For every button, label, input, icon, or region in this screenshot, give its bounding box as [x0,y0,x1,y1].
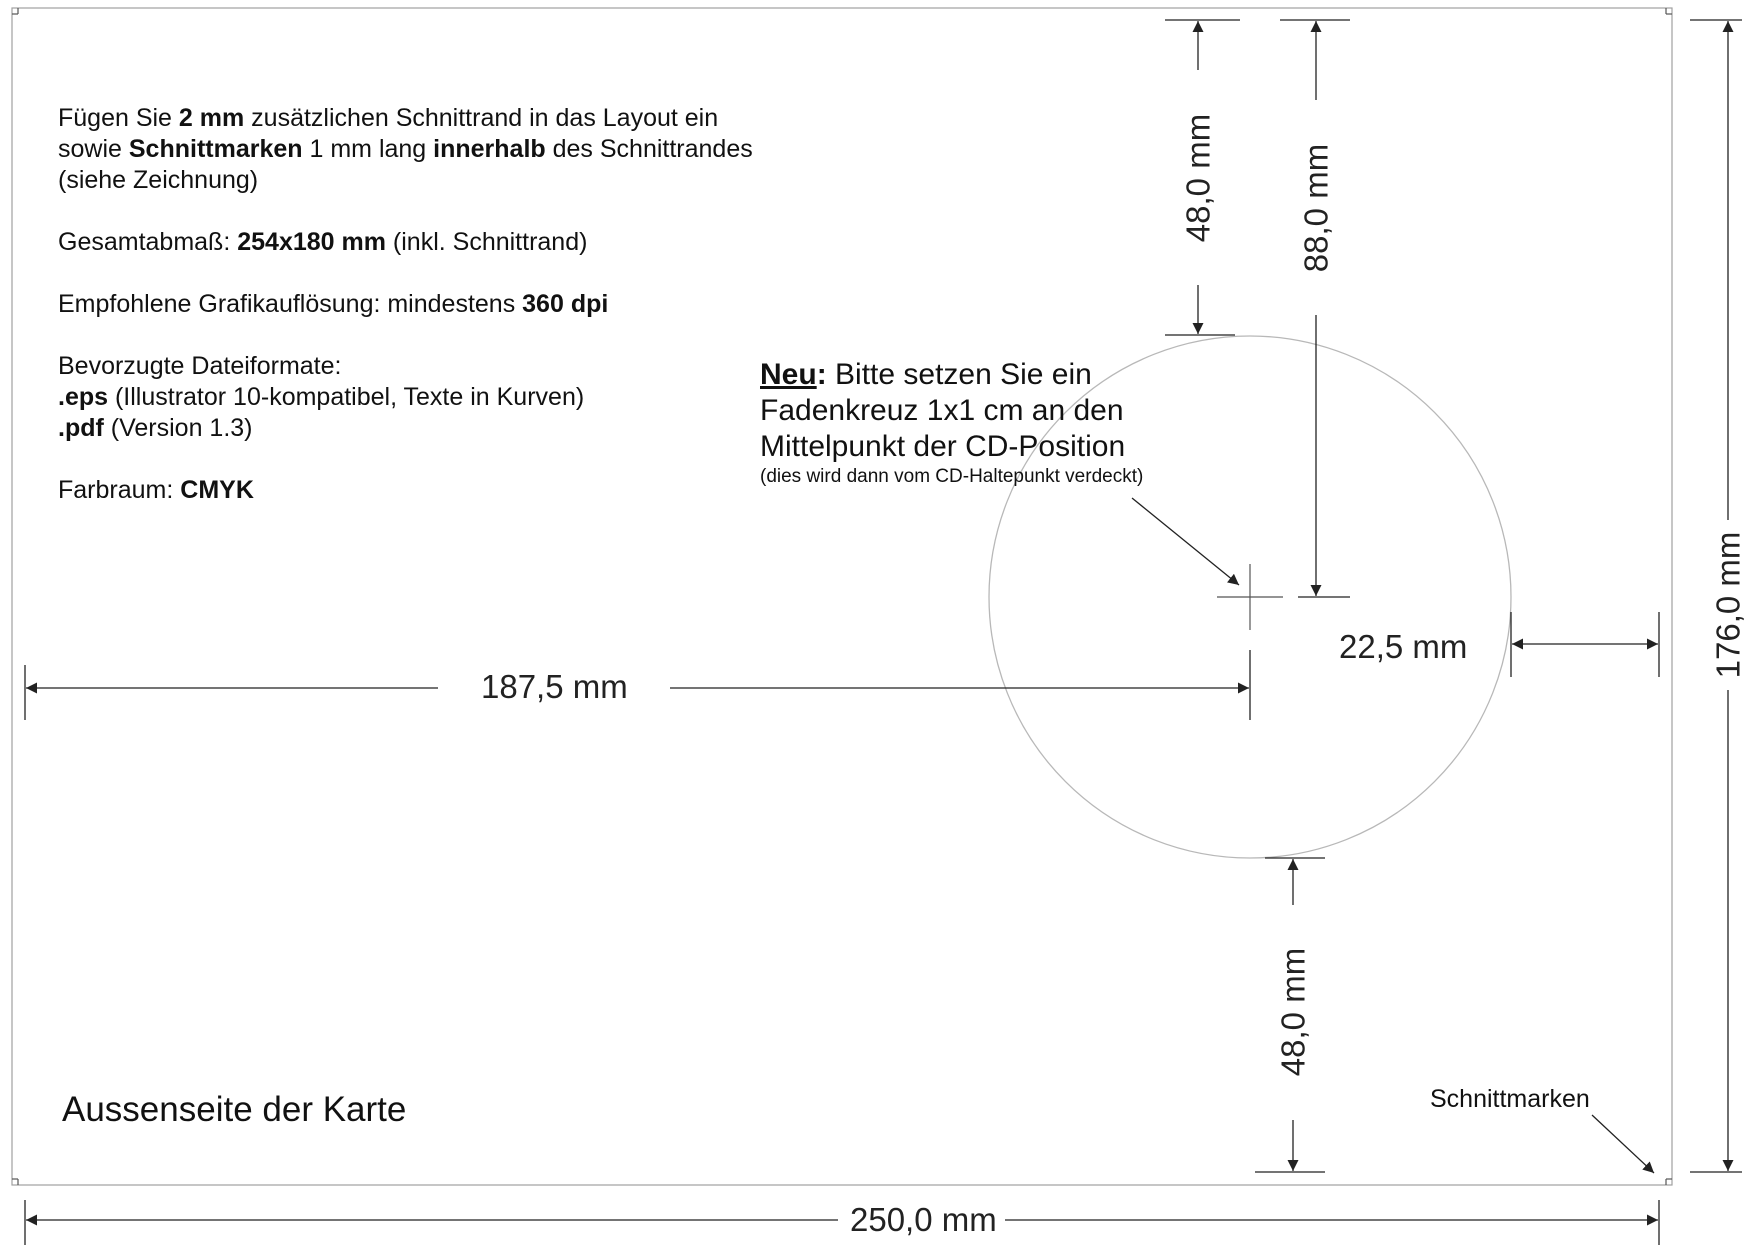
instruction-line-2: sowie Schnittmarken 1 mm lang innerhalb … [58,135,753,163]
note-line-2: Fadenkreuz 1x1 cm an den [760,394,1124,427]
dim-total-width-lines [24,1200,1660,1245]
dim-total-height-lines [1690,19,1742,1173]
note-line-4: (dies wird dann vom CD-Haltepunkt verdec… [760,466,1144,487]
format-eps: .eps (Illustrator 10-kompatibel, Texte i… [58,383,585,411]
cut-marks-label: Schnittmarken [1430,1085,1590,1113]
dim-top-center-lines [1280,19,1350,598]
dim-right-margin-lines [1510,612,1660,677]
note-pointer-arrow [1131,497,1240,586]
dim-left-center-lines [24,650,1251,720]
dim-right-margin-label: 22,5 mm [1339,628,1468,665]
formats-title: Bevorzugte Dateiformate: [58,352,342,380]
dim-top-center-label: 88,0 mm [1297,143,1335,273]
crosshair-note: Neu: Bitte setzen Sie ein Fadenkreuz 1x1… [760,357,1143,489]
format-pdf: .pdf (Version 1.3) [58,414,253,442]
dim-bottom-cd-label: 48,0 mm [1274,947,1312,1077]
cut-marks-pointer-arrow [1591,1114,1655,1174]
crosshair-mark [1217,564,1283,630]
cd-circle [988,335,1512,859]
dim-total-width-label: 250,0 mm [850,1201,997,1238]
instructions-block: Fügen Sie 2 mm zusätzlichen Schnittrand … [58,103,753,506]
note-new-label: Neu [760,358,817,391]
card-outline [11,7,1673,1186]
card-side-title: Aussenseite der Karte [62,1090,407,1129]
resolution-line: Empfohlene Grafikauflösung: mindestens 3… [58,290,609,318]
instruction-line-1: Fügen Sie 2 mm zusätzlichen Schnittrand … [58,104,719,132]
note-line-1: Neu: Bitte setzen Sie ein [760,358,1092,391]
dim-total-height-label: 176,0 mm [1709,531,1747,679]
dim-bottom-cd-lines [1255,857,1325,1173]
instruction-line-3: (siehe Zeichnung) [58,166,259,194]
dim-left-center-label: 187,5 mm [481,668,628,705]
color-space-line: Farbraum: CMYK [58,476,254,504]
dim-top-cd-lines [1165,19,1240,336]
dim-top-cd-label: 48,0 mm [1179,113,1217,243]
cut-marks [12,8,1672,1185]
note-line-3: Mittelpunkt der CD-Position [760,430,1126,463]
total-size-line: Gesamtabmaß: 254x180 mm (inkl. Schnittra… [58,228,588,256]
